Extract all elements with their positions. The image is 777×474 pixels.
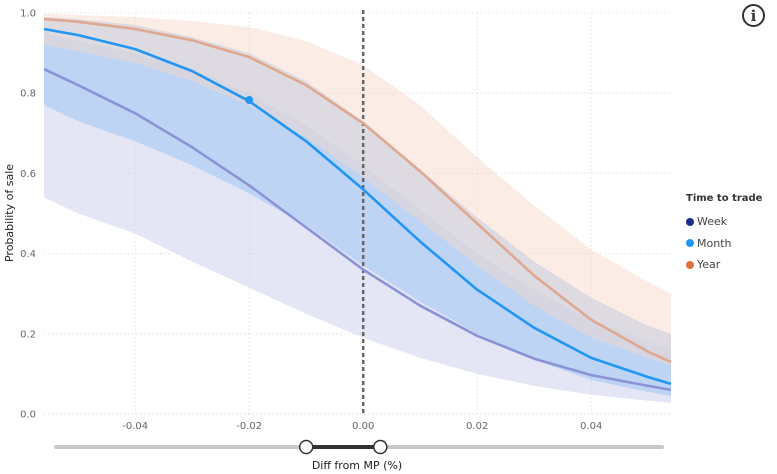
legend-label-year: Year (697, 258, 721, 272)
legend: Time to trade Week Month Year (686, 193, 762, 276)
legend-label-week: Week (697, 215, 728, 229)
y-tick-label: 1.0 (20, 9, 36, 20)
series-line-week[interactable] (43, 67, 672, 392)
legend-title: Time to trade (686, 193, 763, 204)
range-slider (54, 439, 664, 455)
slider-handle-left[interactable] (298, 439, 314, 455)
legend-item-week[interactable]: Week (686, 211, 762, 233)
x-tick-label: -0.04 (122, 421, 148, 432)
legend-marker-year (686, 260, 694, 269)
band-month (44, 17, 671, 396)
y-tick-label: 0.6 (20, 169, 36, 180)
y-axis-title: Probability of sale (3, 164, 16, 262)
y-tick-label: 0.2 (20, 329, 36, 340)
x-tick-label: 0.02 (466, 421, 488, 432)
x-tick-label: -0.02 (236, 421, 262, 432)
highlight-marks (245, 96, 254, 105)
legend-item-year[interactable]: Year (686, 254, 762, 276)
series-lines (43, 17, 672, 392)
confidence-bands (44, 13, 671, 403)
y-tick-label: 0.8 (20, 89, 36, 100)
x-tick-label: 0.00 (352, 421, 374, 432)
highlight-point[interactable] (245, 96, 254, 105)
series-line-year[interactable] (43, 17, 672, 364)
y-tick-labels: 0.0 0.2 0.4 0.6 0.8 1.0 (20, 9, 36, 421)
x-tick-labels: -0.04 -0.02 0.00 0.02 0.04 (122, 421, 602, 432)
x-axis-title: Diff from MP (%) (312, 459, 402, 472)
y-tick-label: 0.4 (20, 249, 36, 260)
series-line-month[interactable] (43, 27, 672, 386)
y-tick-label: 0.0 (20, 410, 36, 421)
legend-label-month: Month (697, 236, 732, 250)
legend-marker-month (686, 239, 694, 248)
slider-handle-right[interactable] (373, 439, 388, 455)
x-tick-label: 0.04 (580, 421, 602, 432)
legend-item-month[interactable]: Month (686, 233, 762, 255)
legend-marker-week (686, 217, 694, 226)
band-year (44, 13, 671, 366)
info-icon[interactable]: i (742, 4, 765, 27)
